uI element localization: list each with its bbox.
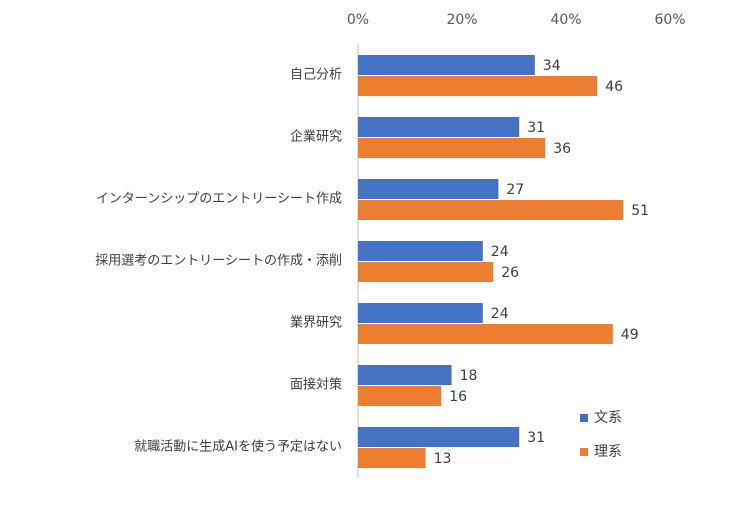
x-tick-label: 60% xyxy=(654,12,685,28)
y-tick-label: 採用選考のエントリーシートの作成・添削 xyxy=(95,254,342,269)
legend-label: 文系 xyxy=(594,410,622,426)
bar xyxy=(358,117,520,137)
value-label: 31 xyxy=(527,430,545,446)
y-tick-label: 就職活動に生成AIを使う予定はない xyxy=(134,439,342,455)
y-tick-label: 自己分析 xyxy=(290,68,342,83)
x-tick-label: 40% xyxy=(550,12,581,28)
y-tick-label: 面接対策 xyxy=(290,377,342,393)
value-label: 24 xyxy=(491,244,509,260)
bar xyxy=(358,427,520,447)
bar xyxy=(358,76,598,96)
y-tick-label: 企業研究 xyxy=(290,129,342,145)
legend-label: 理系 xyxy=(594,444,622,460)
bar xyxy=(358,138,546,158)
x-tick-label: 20% xyxy=(446,12,477,28)
bar xyxy=(358,303,483,323)
value-label: 26 xyxy=(501,265,519,281)
bar xyxy=(358,179,499,199)
value-label: 36 xyxy=(553,141,571,157)
bar xyxy=(358,55,535,75)
legend-swatch xyxy=(580,414,588,422)
bar xyxy=(358,200,624,220)
value-label: 18 xyxy=(460,368,478,384)
bar xyxy=(358,365,452,385)
y-tick-label: 業界研究 xyxy=(290,315,342,331)
bar xyxy=(358,241,483,261)
value-label: 31 xyxy=(527,120,545,136)
bar xyxy=(358,448,426,468)
value-label: 46 xyxy=(605,79,623,95)
bar xyxy=(358,262,494,282)
bar xyxy=(358,324,613,344)
value-label: 27 xyxy=(506,182,524,198)
bar xyxy=(358,386,442,406)
value-label: 24 xyxy=(491,306,509,322)
y-tick-label: インターンシップのエントリーシート作成 xyxy=(96,192,342,207)
value-label: 13 xyxy=(434,451,452,467)
value-label: 49 xyxy=(621,327,639,343)
value-label: 34 xyxy=(543,58,561,74)
value-label: 51 xyxy=(631,203,649,219)
value-label: 16 xyxy=(449,389,467,405)
legend-swatch xyxy=(580,448,588,456)
x-tick-label: 0% xyxy=(347,12,369,28)
